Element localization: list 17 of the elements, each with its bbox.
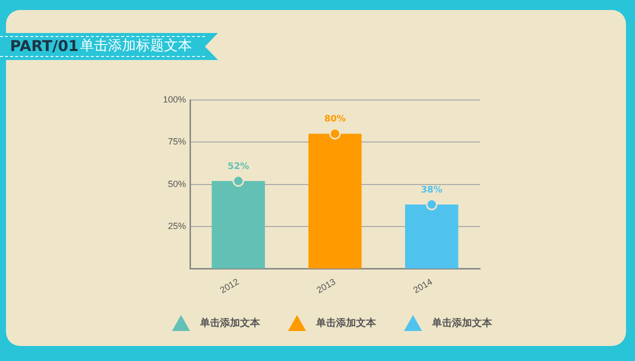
legend-label: 单击添加文本 — [432, 316, 492, 330]
data-label: 38% — [420, 185, 442, 196]
point — [232, 175, 244, 187]
text: PART/01 — [10, 37, 79, 55]
chart-subtitle: 单击添加标题文本 — [80, 37, 192, 55]
legend-label: 单击添加文本 — [316, 316, 376, 330]
y-tick-label: 100% — [162, 94, 186, 104]
point — [426, 198, 438, 210]
x-tick-label: 2012 — [218, 276, 241, 296]
x-tick-label: 2014 — [412, 276, 434, 296]
x-tick-label: 2013 — [314, 276, 338, 296]
legend-label: 单击添加文本 — [200, 316, 260, 330]
y-tick-label: 50% — [168, 178, 186, 189]
data-label: 80% — [324, 114, 346, 125]
y-tick-label: 75% — [168, 136, 186, 147]
y-tick-label: 25% — [168, 220, 186, 231]
data-label: 52% — [228, 162, 250, 172]
